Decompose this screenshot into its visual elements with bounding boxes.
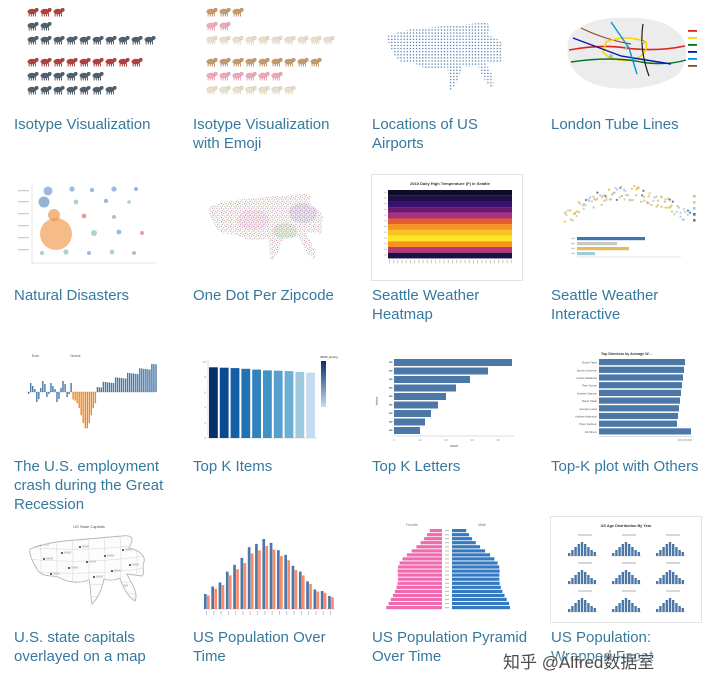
gallery-item-title[interactable]: US Population Over Time xyxy=(193,629,326,665)
annotation-obama: Obama xyxy=(70,354,81,358)
x-axis-tick: 400,000,000 xyxy=(678,438,693,442)
x-axis-ticks: 0 10 20 30 40 xyxy=(393,438,500,442)
gallery-item-title[interactable]: Isotype Visualization xyxy=(14,116,151,133)
heatmap-thumb-title: 2010 Daily High Temperature (F) in Seatt… xyxy=(410,181,491,186)
gallery-item-title[interactable]: U.S. state capitals overlayed on a map xyxy=(14,629,146,665)
svg-text:David Slade: David Slade xyxy=(582,399,598,403)
seattle-heatmap-thumbnail[interactable]: 2010 Daily High Temperature (F) in Seatt… xyxy=(371,174,523,281)
gallery-item-us-airports[interactable]: Locations of US Airports xyxy=(372,4,537,175)
gallery-item-isotype-visualization[interactable]: Isotype Visualization xyxy=(14,4,179,175)
gallery-item-population-pyramid[interactable]: Female Male US Population Pyramid Over T… xyxy=(372,517,537,688)
y-axis-ticks: 0 2 4 6 8 10 xyxy=(203,360,207,440)
us-airports-map-thumbnail[interactable] xyxy=(372,4,522,109)
gallery-item-title[interactable]: Seattle Weather Heatmap xyxy=(372,287,480,323)
population-over-time-thumbnail[interactable] xyxy=(193,517,343,622)
wrapped-facet-thumbnail[interactable]: US Age Distribution By Year xyxy=(550,516,702,623)
gallery-item-title[interactable]: Top K Letters xyxy=(372,458,461,475)
svg-text:All Others: All Others xyxy=(585,430,598,434)
employment-crash-thumbnail[interactable]: Bush Obama xyxy=(14,346,164,451)
gallery-item-state-capitals[interactable]: US State Capitals U.S. state capitals ov… xyxy=(14,517,179,688)
svg-text:30: 30 xyxy=(471,438,474,442)
watermark: 知乎 @Alfred数据室 xyxy=(503,653,655,672)
female-column-label: Female xyxy=(406,523,418,527)
y-axis-label: letters xyxy=(375,396,379,405)
top-k-others-thumbnail[interactable]: Top Directors by Average W… David Yates … xyxy=(551,346,701,451)
gallery-item-title[interactable]: The U.S. employment crash during the Gre… xyxy=(14,458,164,513)
gallery-item-employment-crash[interactable]: Bush Obama The U.S. employment crash dur… xyxy=(14,346,179,517)
london-tube-map-thumbnail[interactable] xyxy=(551,4,701,109)
director-labels: David Yates James Cameron Carlos Saldanh… xyxy=(575,361,598,434)
svg-text:Andrew Adamson: Andrew Adamson xyxy=(575,415,597,419)
gallery-item-natural-disasters[interactable]: Natural Disasters xyxy=(14,175,179,346)
svg-text:Peter Jackson: Peter Jackson xyxy=(579,422,597,426)
svg-text:10: 10 xyxy=(419,438,422,442)
gallery-item-title[interactable]: US Population: Wrapped Facet xyxy=(551,629,654,665)
seattle-interactive-thumbnail[interactable] xyxy=(551,175,701,280)
gallery-item-title[interactable]: US Population Pyramid Over Time xyxy=(372,629,528,665)
svg-text:Andrew Stanton: Andrew Stanton xyxy=(577,391,597,395)
thumb-title: Top Directors by Average W… xyxy=(601,352,653,356)
population-pyramid-thumbnail[interactable]: Female Male xyxy=(372,517,522,622)
top-k-letters-thumbnail[interactable]: 0 10 20 30 40 count letters xyxy=(372,346,522,451)
gallery-item-top-k-letters[interactable]: 0 10 20 30 40 count letters Top K Letter… xyxy=(372,346,537,517)
svg-text:James Cameron: James Cameron xyxy=(576,368,597,372)
gallery-item-title[interactable]: Seattle Weather Interactive xyxy=(551,287,659,323)
svg-text:10: 10 xyxy=(203,360,207,364)
svg-text:2: 2 xyxy=(204,421,206,425)
male-column-label: Male xyxy=(478,523,486,527)
isotype-visualization-thumbnail[interactable] xyxy=(14,4,164,109)
svg-text:6: 6 xyxy=(204,390,206,394)
gallery-item-seattle-weather-heatmap[interactable]: 2010 Daily High Temperature (F) in Seatt… xyxy=(371,174,537,346)
legend-title: IMDB_Rating xyxy=(320,355,338,359)
svg-text:0: 0 xyxy=(393,438,395,442)
gallery-item-title[interactable]: Locations of US Airports xyxy=(372,116,478,152)
gallery-item-title[interactable]: Isotype Visualization with Emoji xyxy=(193,116,330,152)
gallery-item-wrapped-facet[interactable]: US Age Distribution By Year US Populatio… xyxy=(550,516,716,688)
natural-disasters-bubble-thumbnail[interactable] xyxy=(14,175,164,280)
thumb-title: US State Capitals xyxy=(73,524,105,529)
gallery-item-one-dot-per-zipcode[interactable]: One Dot Per Zipcode xyxy=(193,175,358,346)
gallery-item-london-tube[interactable]: London Tube Lines xyxy=(551,4,716,175)
svg-text:David Yates: David Yates xyxy=(582,361,597,365)
gallery-item-population-over-time[interactable]: US Population Over Time xyxy=(193,517,358,688)
gallery-item-seattle-weather-interactive[interactable]: Seattle Weather Interactive xyxy=(551,175,716,346)
gallery-item-title[interactable]: London Tube Lines xyxy=(551,116,679,133)
gallery-item-top-k-others[interactable]: Top Directors by Average W… David Yates … xyxy=(551,346,716,517)
gallery-item-title[interactable]: One Dot Per Zipcode xyxy=(193,287,334,304)
annotation-bush: Bush xyxy=(32,354,39,358)
x-axis-label: count xyxy=(450,444,458,448)
gallery-item-title[interactable]: Top K Items xyxy=(193,458,273,475)
top-k-items-thumbnail[interactable]: 0 2 4 6 8 10 IMDB_Rating xyxy=(193,346,343,451)
zipcode-dot-map-thumbnail[interactable] xyxy=(193,175,343,280)
svg-text:8: 8 xyxy=(204,375,206,379)
letter-labels xyxy=(389,361,393,431)
thumb-title: US Age Distribution By Year xyxy=(601,524,652,528)
gallery-item-title[interactable]: Top-K plot with Others xyxy=(551,458,699,475)
svg-text:George Lucas: George Lucas xyxy=(579,407,597,411)
isotype-emoji-thumbnail[interactable] xyxy=(193,4,343,109)
gallery-item-isotype-emoji[interactable]: Isotype Visualization with Emoji xyxy=(193,4,358,175)
svg-text:40: 40 xyxy=(497,438,500,442)
svg-text:0: 0 xyxy=(204,436,206,440)
svg-text:Pete Docter: Pete Docter xyxy=(582,384,597,388)
svg-text:4: 4 xyxy=(204,406,206,410)
svg-text:Carlos Saldanha: Carlos Saldanha xyxy=(576,376,597,380)
svg-text:20: 20 xyxy=(445,438,448,442)
gallery-item-title[interactable]: Natural Disasters xyxy=(14,287,130,304)
state-capitals-map-thumbnail[interactable]: US State Capitals xyxy=(14,517,164,622)
gallery-item-top-k-items[interactable]: 0 2 4 6 8 10 IMDB_Rating Top K Items xyxy=(193,346,358,517)
